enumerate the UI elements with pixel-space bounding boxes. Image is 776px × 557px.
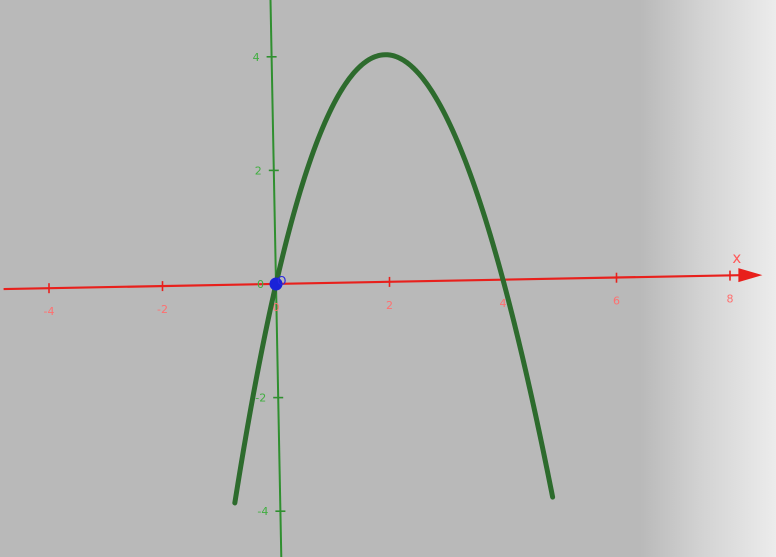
y-tick-label: 4 [253,51,260,64]
y-tick-label: 2 [255,164,262,177]
series-line[interactable] [232,52,556,506]
point-label: O [277,274,286,288]
x-tick-label: 6 [613,295,620,308]
point-marker[interactable] [269,277,283,291]
x-tick-label: 8 [727,293,734,306]
y-tick-label: -2 [255,392,266,405]
x-axis-name: x [732,249,741,267]
x-tick-label: 2 [386,299,393,312]
x-tick-label: -2 [157,303,168,316]
y-tick-label: 0 [257,278,264,291]
x-tick-label: 4 [500,297,507,310]
x-tick-label: 0 [273,301,280,314]
y-tick-label: -4 [257,505,268,518]
x-axis-arrowhead [738,268,763,283]
x-tick-label: -4 [44,305,55,318]
x-axis-line [3,273,747,291]
